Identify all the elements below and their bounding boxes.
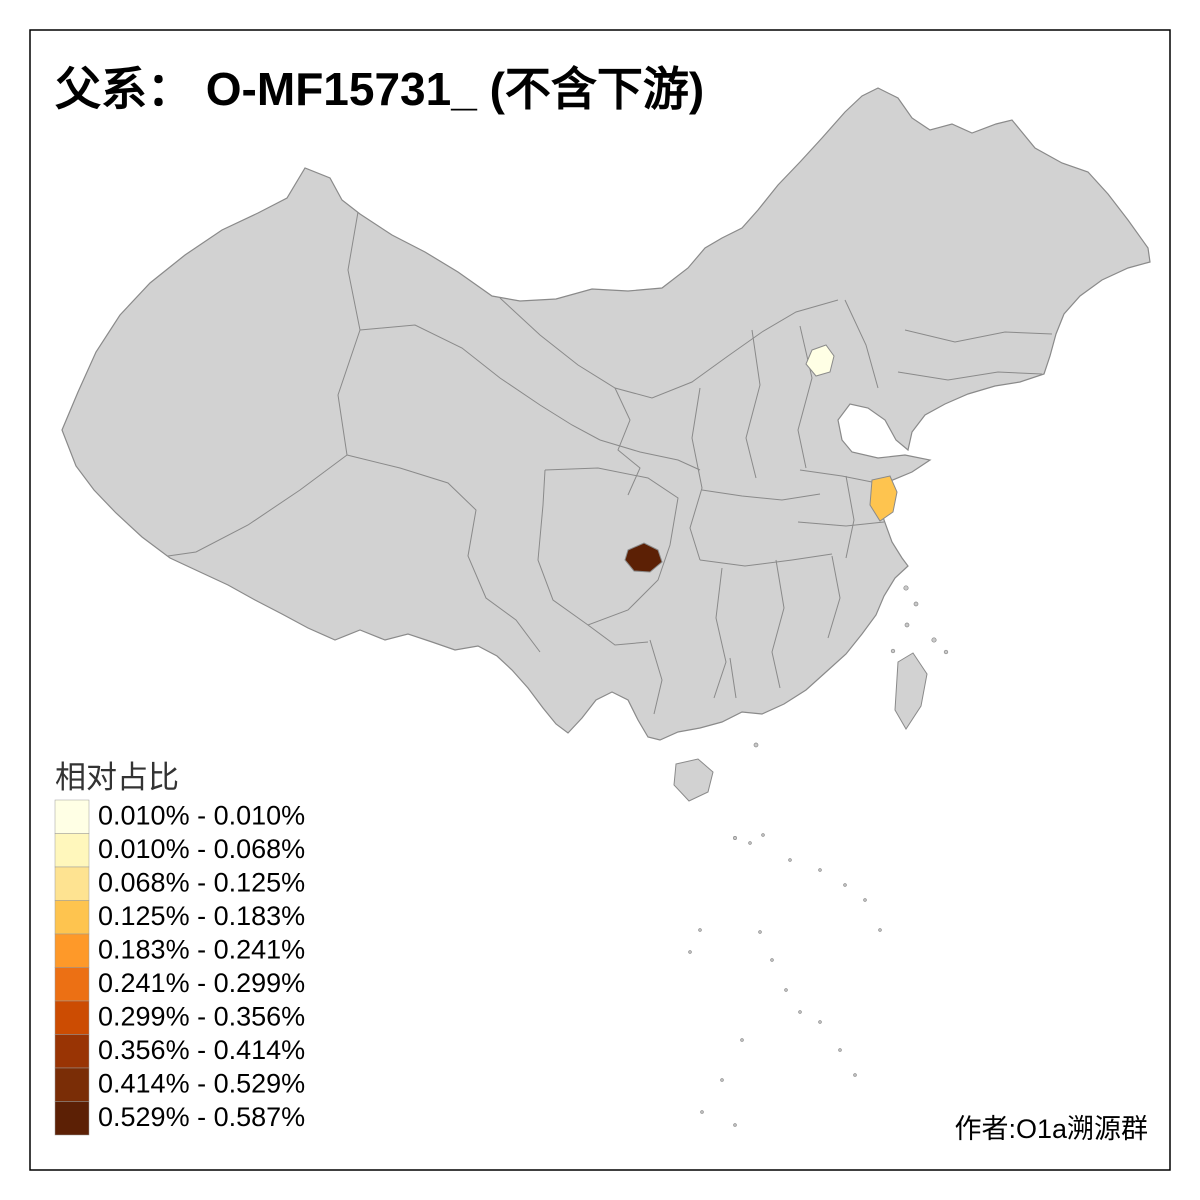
hainan-island	[673, 758, 714, 802]
island-dot	[761, 833, 765, 837]
island-dot	[748, 841, 752, 845]
island-dot	[863, 898, 867, 902]
legend-label: 0.010% - 0.010%	[98, 801, 305, 831]
legend-label: 0.183% - 0.241%	[98, 935, 305, 965]
region-beijing	[805, 344, 835, 377]
legend-label: 0.299% - 0.356%	[98, 1002, 305, 1032]
island-dot	[698, 928, 702, 932]
island-dot	[784, 988, 788, 992]
island-dot	[843, 883, 847, 887]
island-dot	[740, 1038, 744, 1042]
legend-swatch	[54, 900, 90, 935]
south-china-sea-islands	[688, 833, 882, 1127]
china-mainland	[61, 87, 1151, 741]
coastal-islands	[753, 585, 949, 748]
island-dot	[688, 950, 692, 954]
legend-label: 0.241% - 0.299%	[98, 968, 305, 998]
legend-swatch	[54, 833, 90, 868]
island-dot	[838, 1048, 842, 1052]
legend-swatch	[54, 967, 90, 1002]
island-dot	[798, 1010, 802, 1014]
island-dot	[770, 958, 774, 962]
legend-label: 0.356% - 0.414%	[98, 1035, 305, 1065]
legend-swatch	[54, 933, 90, 968]
island-dot	[903, 585, 909, 591]
island-dot	[913, 601, 919, 607]
legend-label: 0.010% - 0.068%	[98, 834, 305, 864]
legend-label: 0.125% - 0.183%	[98, 901, 305, 931]
island-dot	[943, 649, 949, 655]
legend-swatch	[54, 799, 90, 834]
legend-swatch	[54, 1067, 90, 1102]
page-border	[29, 29, 1171, 1171]
legend: 相对占比 0.010% - 0.010% 0.010% - 0.068% 0.0…	[54, 760, 305, 1136]
region-jiangsu	[869, 475, 898, 522]
legend-label: 0.529% - 0.587%	[98, 1102, 305, 1132]
island-dot	[904, 622, 910, 628]
island-dot	[818, 868, 822, 872]
island-dot	[788, 858, 792, 862]
island-dot	[818, 1020, 822, 1024]
legend-label: 0.414% - 0.529%	[98, 1069, 305, 1099]
legend-title: 相对占比	[55, 760, 179, 795]
legend-swatch	[54, 1034, 90, 1069]
island-dot	[733, 1123, 737, 1127]
island-dot	[700, 1110, 704, 1114]
legend-swatch	[54, 1000, 90, 1035]
legend-label: 0.068% - 0.125%	[98, 868, 305, 898]
taiwan-island	[894, 652, 928, 730]
island-dot	[720, 1078, 724, 1082]
island-dot	[931, 637, 937, 643]
attribution-text: 作者:O1a溯源群	[954, 1114, 1148, 1144]
island-dot	[733, 836, 737, 840]
region-chongqing	[624, 542, 663, 573]
page-title: 父系： O-MF15731_ (不含下游)	[55, 63, 704, 115]
island-dot	[753, 742, 759, 748]
island-dot	[878, 928, 882, 932]
legend-swatch	[54, 866, 90, 901]
province-borders	[167, 211, 1053, 715]
legend-swatch	[54, 1101, 90, 1136]
island-dot	[890, 648, 896, 654]
island-dot	[853, 1073, 857, 1077]
island-dot	[758, 930, 762, 934]
